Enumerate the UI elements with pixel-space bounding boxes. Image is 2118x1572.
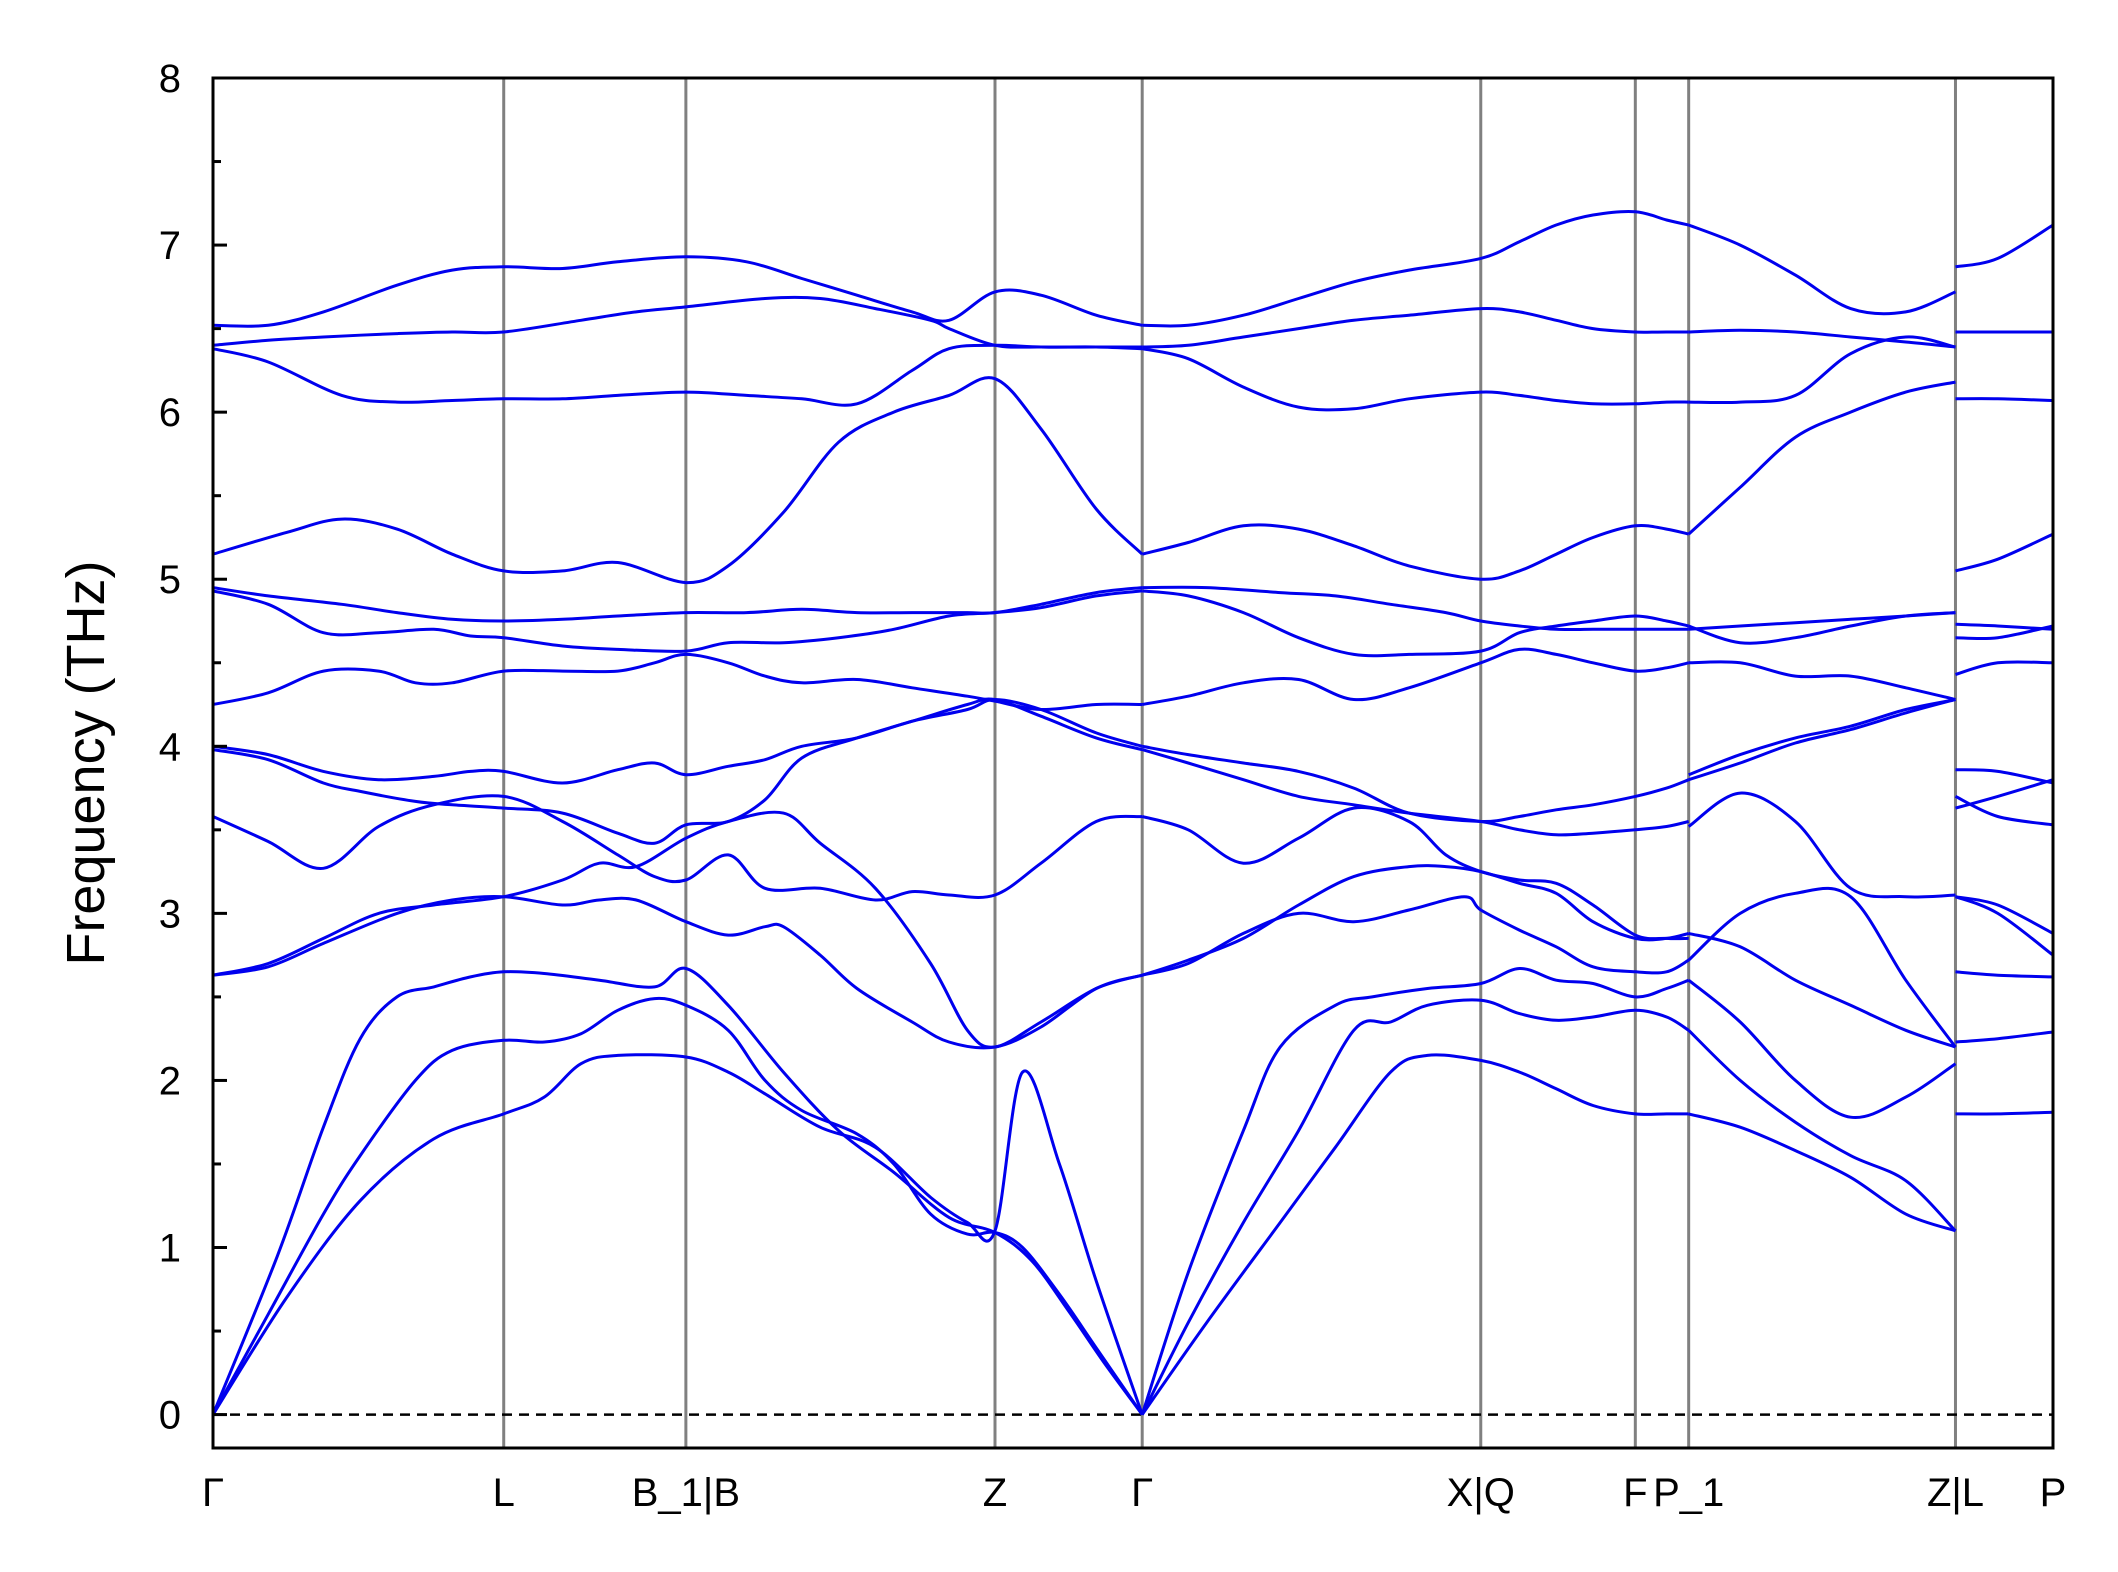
band-line (1687, 887, 1957, 1048)
band-line (1955, 1030, 2054, 1044)
band-line (1141, 864, 1690, 977)
band-line (1688, 1112, 1956, 1233)
y-tick-label: 8 (159, 57, 181, 101)
x-tick-label: Γ (1131, 1471, 1153, 1515)
band-line (1688, 335, 1956, 405)
band-line (1140, 966, 1690, 1416)
band-line (1141, 523, 1690, 581)
band-line (1142, 585, 1689, 632)
x-tick-label: F (1623, 1471, 1647, 1515)
band-line (1687, 1029, 1957, 1232)
band-line (1955, 660, 2054, 676)
band-line (212, 295, 1143, 349)
band-line (1955, 895, 2054, 935)
band-line (1955, 1110, 2054, 1116)
band-line (212, 376, 1144, 585)
y-tick-label: 6 (159, 391, 181, 435)
y-tick-label: 5 (159, 558, 181, 602)
band-line (1141, 347, 1689, 412)
band-line (1687, 979, 1957, 1120)
band-line (1142, 209, 1690, 328)
band-line (1955, 622, 2054, 631)
band-line (1955, 397, 2054, 402)
band-series-layer (211, 209, 2054, 1416)
band-line (1688, 660, 1956, 701)
y-tick-label: 0 (159, 1394, 181, 1438)
y-tick-label: 3 (159, 892, 181, 936)
band-line (1688, 698, 1956, 777)
x-tick-label: Γ (202, 1471, 224, 1515)
band-line (211, 996, 1144, 1416)
y-axis-ticks: 0 1 2 3 4 5 6 7 8 (159, 57, 227, 1438)
band-line (211, 1053, 1144, 1416)
band-line (1955, 970, 2054, 979)
x-tick-label: B_1|B (632, 1471, 740, 1515)
y-tick-label: 7 (159, 224, 181, 268)
band-line (1955, 223, 2054, 269)
band-line (1687, 380, 1956, 536)
band-line (1141, 806, 1689, 941)
band-line (1954, 895, 2054, 957)
plot-frame (211, 76, 2055, 1450)
y-tick-label: 1 (159, 1227, 181, 1271)
band-line (1688, 698, 1956, 782)
band-line (212, 652, 1143, 712)
band-line (212, 794, 1143, 902)
band-line (212, 894, 1143, 1050)
band-line (1688, 223, 1957, 316)
band-line (1688, 611, 1956, 631)
band-line (1955, 778, 2054, 810)
band-line (1140, 998, 1690, 1416)
band-line (1687, 791, 1956, 899)
x-tick-label: L (493, 1471, 515, 1515)
band-line (212, 255, 1143, 328)
x-tick-label: Z (983, 1471, 1007, 1515)
band-line (1141, 647, 1690, 706)
band-line (1955, 532, 2054, 573)
band-line (1141, 895, 1690, 977)
band-line (1688, 931, 1956, 1049)
band-line (1140, 1053, 1689, 1416)
x-axis-ticks: Γ L B_1|B Z Γ X|Q F P_1 Z|L P (202, 1471, 2066, 1515)
band-line (212, 586, 1143, 623)
band-line (1142, 306, 1689, 349)
band-line (1141, 744, 1690, 824)
x-tick-label: P (2040, 1471, 2067, 1515)
y-axis-label: Frequency (THz) (56, 560, 116, 965)
y-tick-label: 2 (159, 1059, 181, 1103)
y-tick-label: 4 (159, 725, 181, 769)
x-tick-label: X|Q (1447, 1471, 1515, 1515)
band-line (1954, 795, 2054, 827)
band-line (211, 966, 1144, 1416)
x-tick-label: Z|L (1927, 1471, 1984, 1515)
band-line (1688, 328, 1956, 349)
x-tick-label: P_1 (1653, 1471, 1724, 1515)
band-line (1955, 768, 2054, 785)
band-line (1142, 589, 1690, 658)
